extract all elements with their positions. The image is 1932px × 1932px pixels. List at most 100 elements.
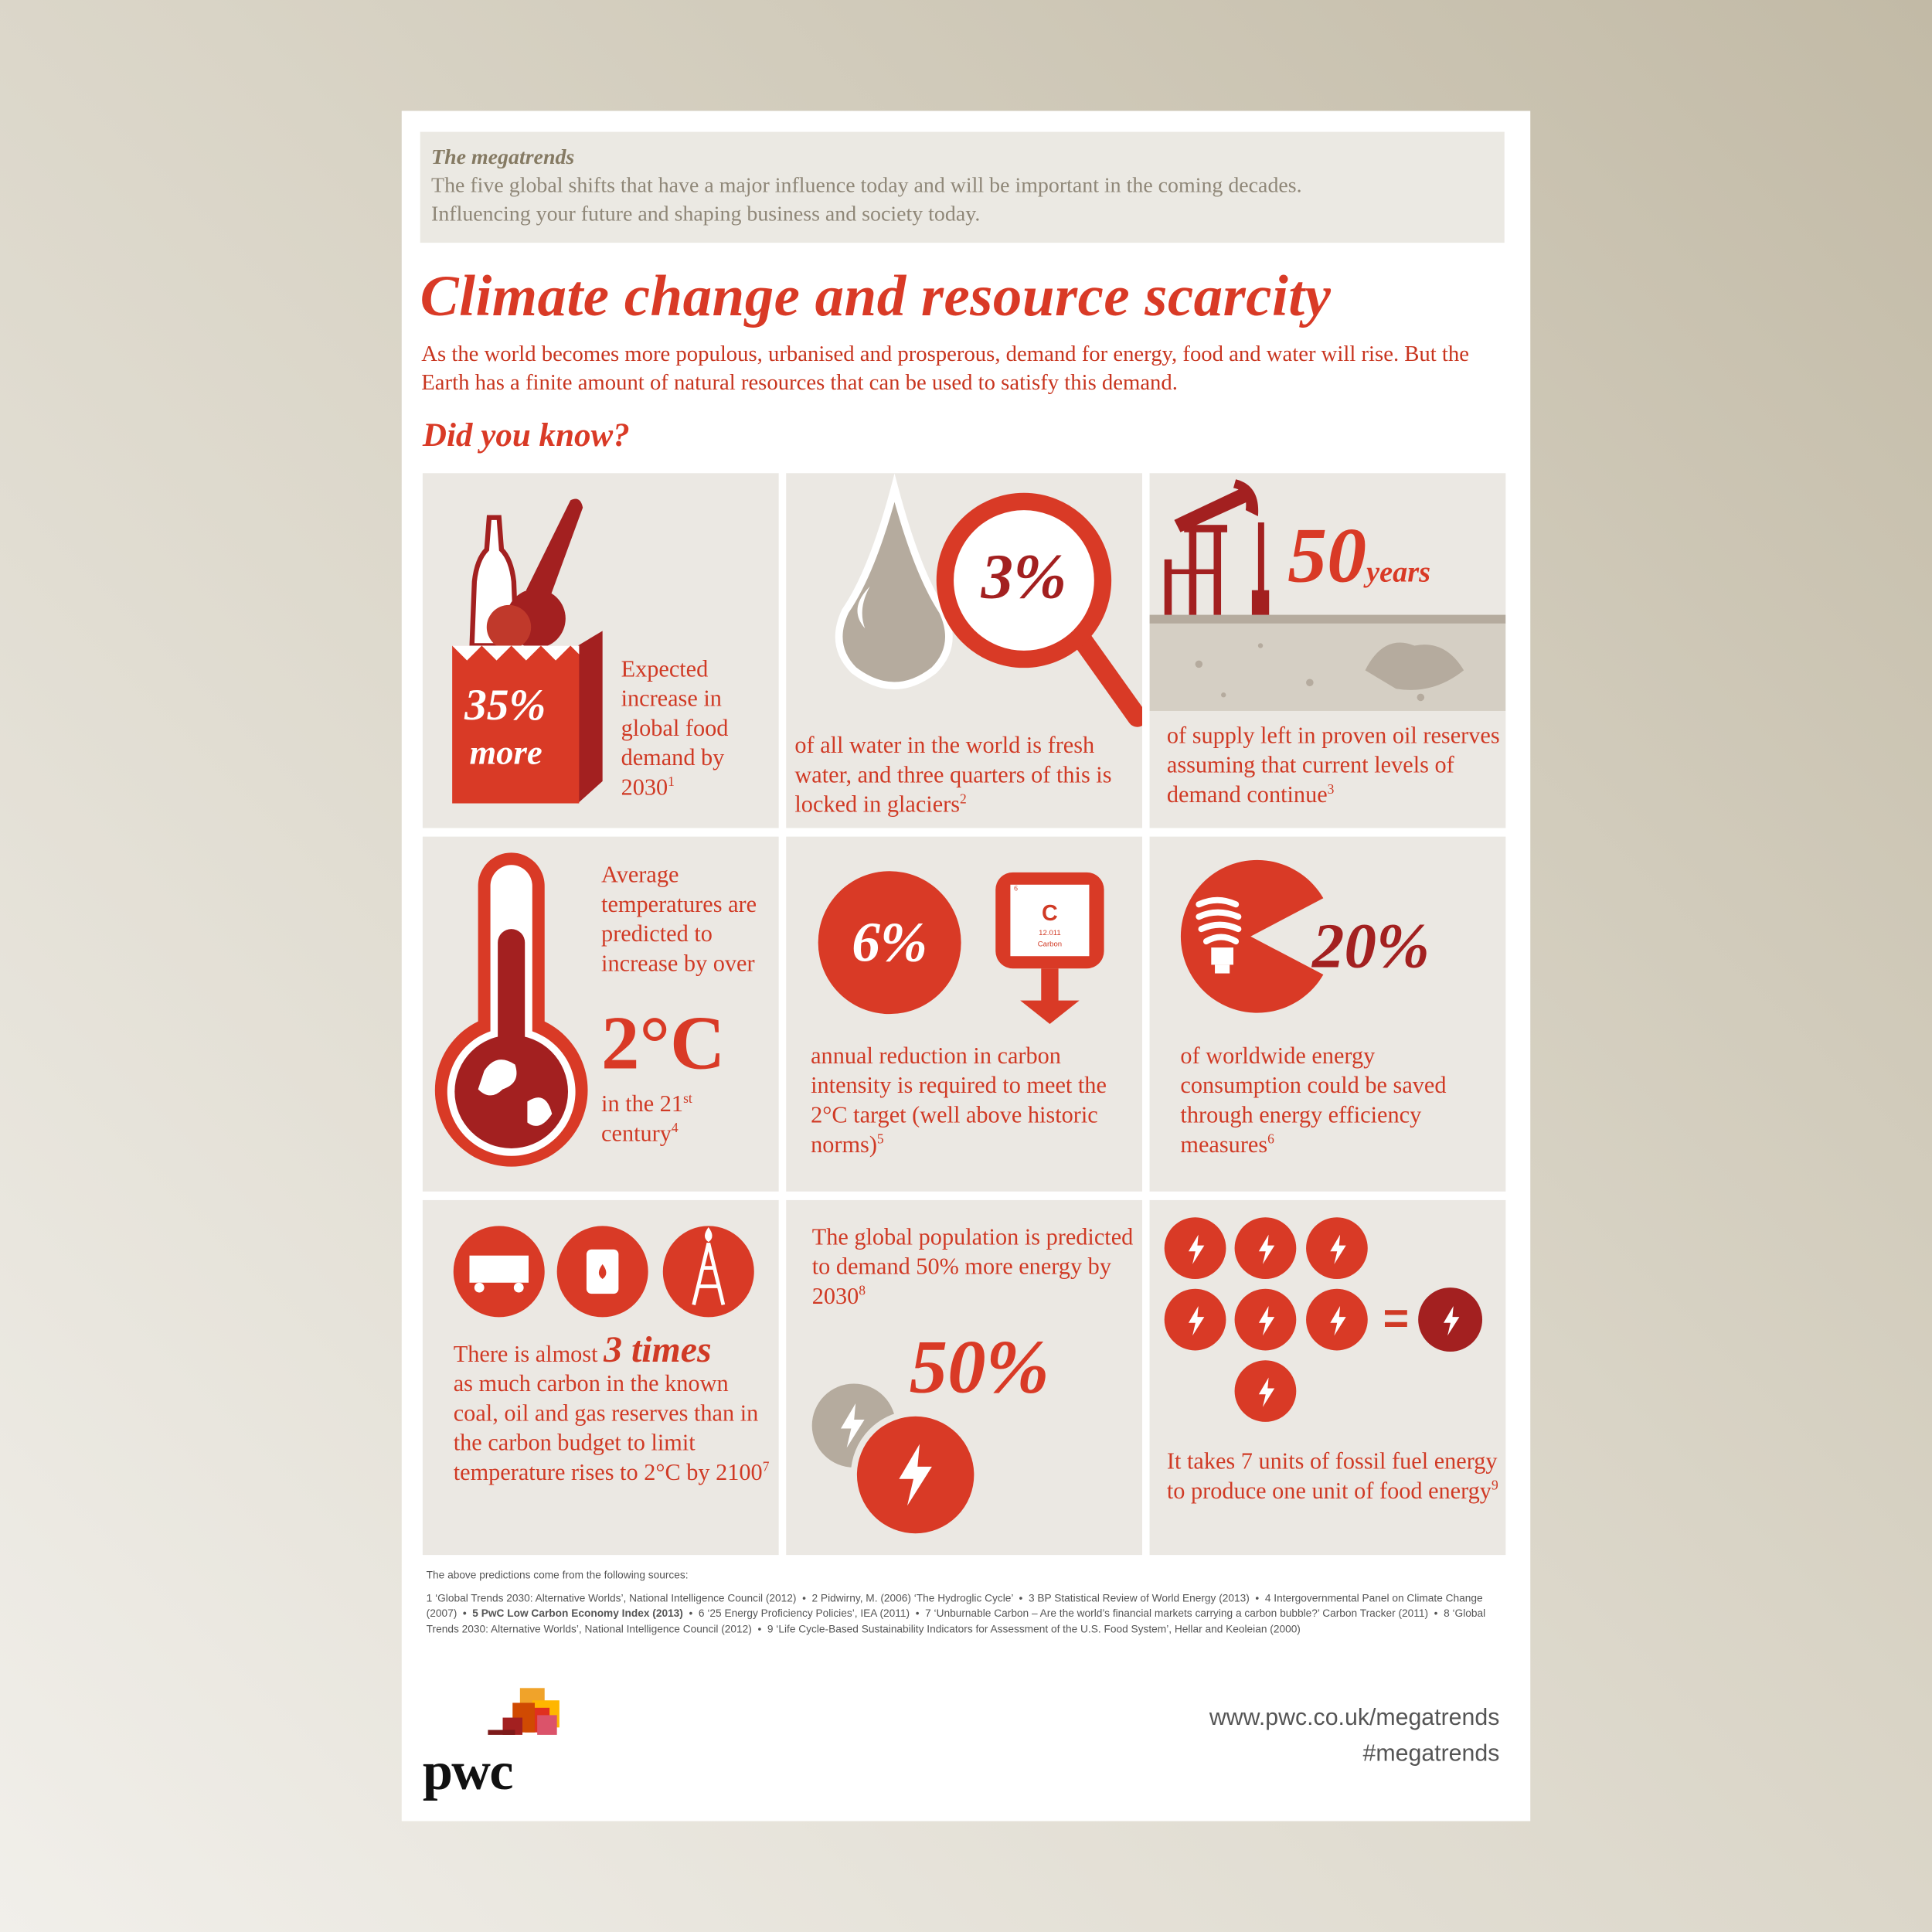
icon-shape — [478, 1060, 553, 1126]
icon-shape — [1257, 522, 1264, 609]
url: www.pwc.co.uk/megatrends — [1209, 1705, 1500, 1732]
text-block: There is almost 3 times as much carbon in… — [453, 1332, 774, 1488]
icon-shape — [936, 492, 1112, 668]
figure: 3 times — [604, 1329, 712, 1370]
energy-icon — [811, 1383, 981, 1540]
poster: The megatrends The five global shifts th… — [401, 111, 1531, 1821]
icon-shape — [1211, 947, 1233, 965]
equals-sign: = — [1383, 1292, 1410, 1343]
icon-shape — [486, 604, 532, 650]
text-block: The global population is predicted to de… — [812, 1223, 1135, 1312]
figure: 2°C — [601, 1002, 726, 1086]
fact-card: 3% of all water in the world is fresh wa… — [786, 473, 1142, 828]
icon-shape — [1251, 590, 1270, 615]
footnote: 8 — [859, 1284, 866, 1299]
icon-shape — [1020, 1000, 1080, 1024]
icon-shape — [1306, 679, 1314, 687]
footnote: 3 — [1327, 782, 1335, 798]
subheading: Did you know? — [422, 416, 630, 454]
sources: The above predictions come from the foll… — [427, 1567, 1498, 1636]
icon-shape — [488, 1730, 515, 1735]
header-label: The megatrends — [431, 144, 575, 169]
text-block: of all water in the world is fresh water… — [794, 732, 1142, 821]
icon-shape — [1069, 625, 1142, 727]
text-block: of worldwide energy consumption could be… — [1180, 1043, 1501, 1161]
fact-card: Average temperatures are predicted to in… — [422, 836, 779, 1192]
icon-shape — [1417, 693, 1425, 702]
icon-shape — [469, 1255, 529, 1283]
icon-shape — [1195, 643, 1425, 702]
footnote: 5 — [876, 1132, 884, 1148]
oil-icon — [1149, 479, 1506, 711]
fact-card: 6% 6 C 12.011 Carbon annual reduction in… — [786, 836, 1142, 1192]
element-number: 6 — [1014, 886, 1018, 893]
text-block: Expected increase in global food demand … — [621, 655, 769, 803]
icon-shape — [818, 871, 961, 1015]
fact-text: in the 21 — [601, 1091, 684, 1118]
icon-shape — [1010, 884, 1090, 957]
fact-text: of supply left in proven oil reserves as… — [1166, 723, 1500, 808]
element-symbol: C — [1042, 900, 1058, 926]
icon-shape — [452, 645, 580, 804]
source: 2 Pidwirny, M. (2006) ‘The Hydroglic Cyc… — [796, 1591, 1012, 1604]
units-icon — [1164, 1217, 1483, 1422]
fact-text: of worldwide energy consumption could be… — [1180, 1043, 1447, 1158]
footnote: 9 — [1491, 1478, 1498, 1494]
source: 7 ‘Unburnable Carbon – Are the world’s f… — [910, 1607, 1428, 1619]
icon-shape — [577, 631, 603, 804]
source: 3 BP Statistical Review of World Energy … — [1013, 1591, 1250, 1604]
figure: 20% — [1312, 911, 1430, 982]
food-icon — [452, 498, 603, 804]
text-block: in the 21st century4 — [601, 1090, 767, 1150]
icon-shape — [526, 498, 583, 609]
fact-card: = It takes 7 units of fossil fuel energy… — [1149, 1199, 1506, 1556]
fact-card: 35% more Expected increase in global foo… — [422, 473, 779, 828]
sources-intro: The above predictions come from the foll… — [426, 1568, 689, 1581]
fact-text: as much carbon in the known coal, oil an… — [453, 1371, 763, 1486]
icon-shape — [1174, 488, 1251, 532]
header-box: The megatrends The five global shifts th… — [420, 131, 1505, 243]
fact-text: Average temperatures are predicted to in… — [601, 862, 757, 978]
fact-card: 50years of supply left in proven oil res… — [1149, 473, 1506, 828]
text-block: annual reduction in carbon intensity is … — [811, 1043, 1134, 1161]
icon-shape — [598, 1264, 607, 1279]
icon-shape — [1196, 896, 1242, 945]
fact-card: There is almost 3 times as much carbon in… — [422, 1199, 779, 1556]
figure: 3% — [981, 542, 1067, 613]
fact-text: Expected increase in global food demand … — [621, 656, 729, 801]
logo: pwc — [422, 1740, 514, 1801]
icon-shape — [452, 645, 580, 661]
figure: 50 — [1287, 511, 1367, 599]
fact-text: of all water in the world is fresh water… — [794, 733, 1112, 818]
footnote: 1 — [668, 774, 675, 791]
logo-blocks — [488, 1688, 560, 1735]
fact-text: century — [601, 1121, 672, 1148]
figure-sub: more — [469, 734, 543, 773]
text-block: of supply left in proven oil reserves as… — [1167, 722, 1505, 811]
water-icon — [835, 473, 1142, 727]
icon-shape — [1149, 614, 1506, 624]
icon-shape — [1257, 643, 1264, 648]
carbon-icon — [818, 871, 1104, 1024]
fact-text: There is almost — [453, 1342, 598, 1368]
element-name: Carbon — [1037, 941, 1063, 949]
icon-shape — [1164, 559, 1172, 615]
footnote: 4 — [671, 1121, 679, 1137]
icon-shape — [1195, 660, 1203, 668]
fact-text: The global population is predicted to de… — [811, 1224, 1134, 1310]
fact-card: 20% of worldwide energy consumption coul… — [1149, 836, 1506, 1192]
icon-shape — [454, 1035, 569, 1148]
icon-shape — [835, 473, 953, 690]
source: 6 ‘25 Energy Proficiency Policies’, IEA … — [683, 1607, 910, 1619]
footnote: 6 — [1267, 1132, 1274, 1148]
icon-shape — [662, 1226, 754, 1318]
text-block: It takes 7 units of fossil fuel energy t… — [1167, 1447, 1499, 1507]
source: 1 ‘Global Trends 2030: Alternative World… — [426, 1591, 797, 1604]
fact-text: It takes 7 units of fossil fuel energy t… — [1166, 1449, 1498, 1505]
fuel-icons — [453, 1226, 754, 1318]
icon-shape — [1164, 479, 1270, 615]
source: 5 PwC Low Carbon Economy Index (2013) — [457, 1607, 683, 1619]
unit: years — [1366, 556, 1431, 590]
element-mass: 12.011 — [1039, 930, 1061, 938]
